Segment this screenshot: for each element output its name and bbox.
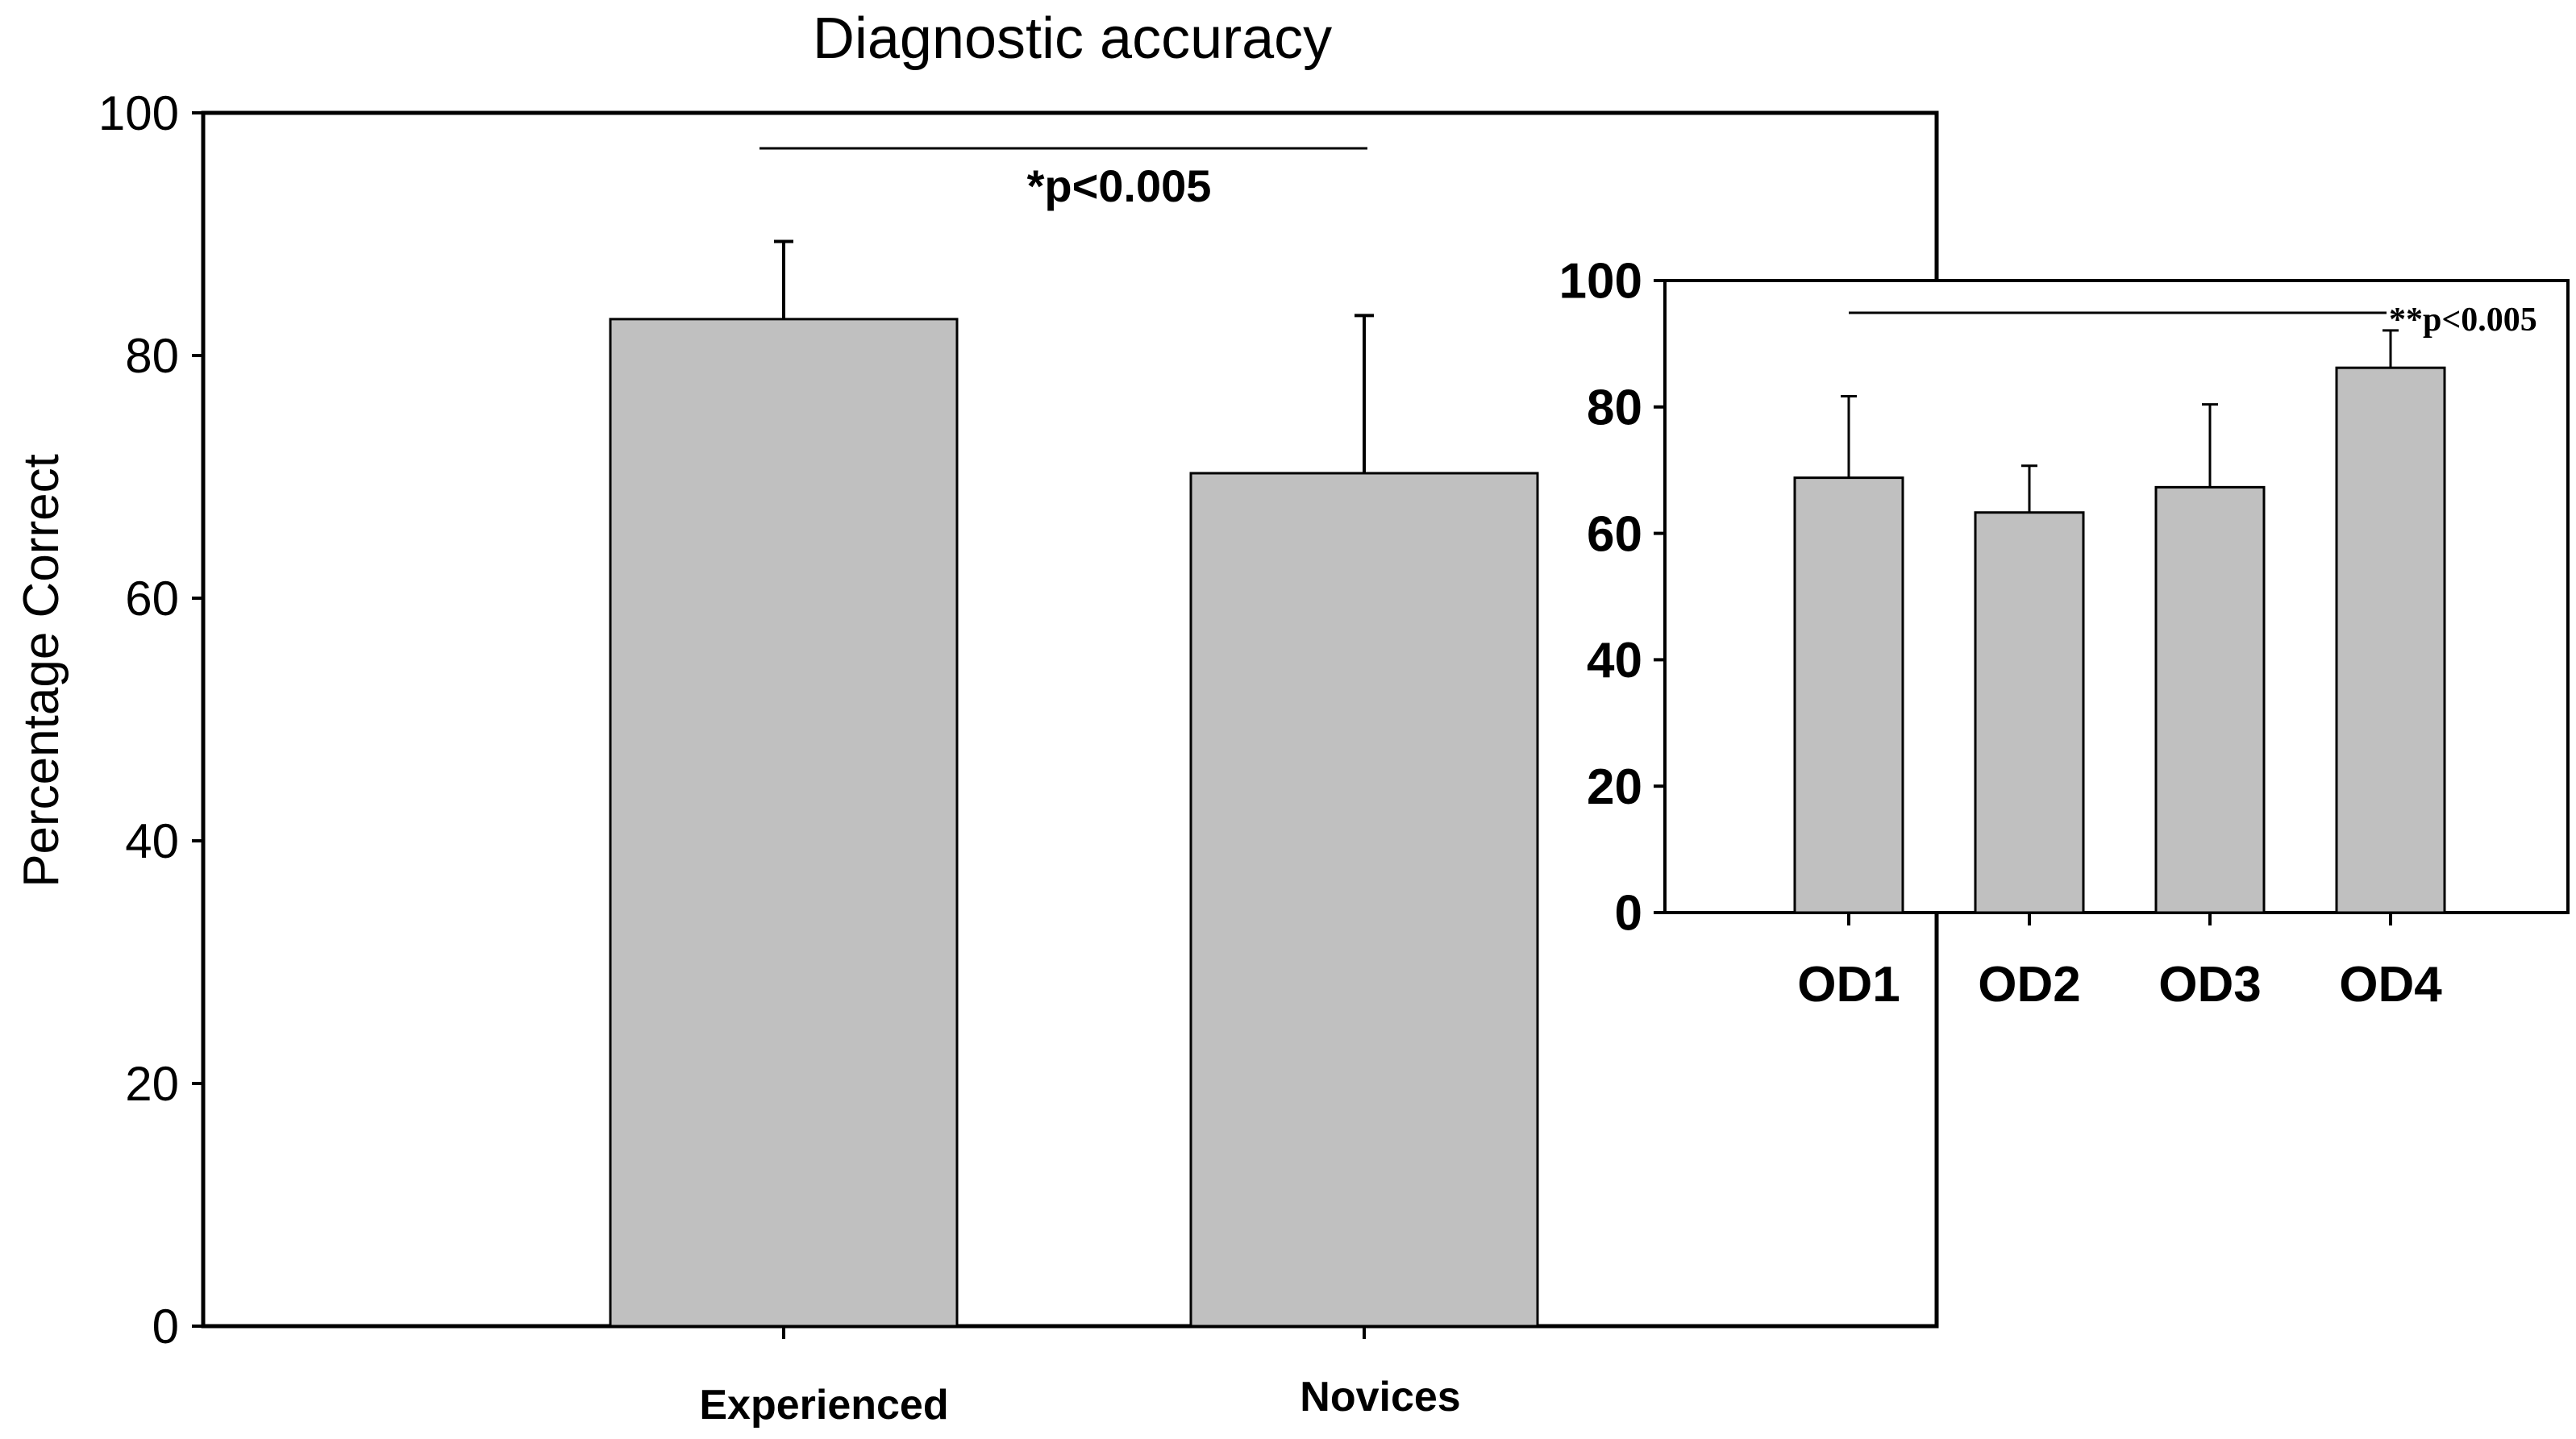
main-y-tick-label: 100	[98, 86, 179, 140]
main-bar-experienced	[609, 318, 959, 1328]
inset-y-tick-label: 0	[1615, 886, 1642, 942]
inset-y-tick-label: 20	[1587, 759, 1642, 815]
inset-y-ticks: 0 20 40 60 80 100	[1559, 254, 1665, 942]
main-y-tick-label: 0	[152, 1300, 179, 1354]
inset-y-tick-label: 100	[1559, 254, 1642, 310]
inset-bar-od3	[2154, 485, 2266, 914]
main-y-ticks: 0 20 40 60 80 100	[98, 86, 203, 1354]
main-y-tick-label: 20	[125, 1057, 179, 1111]
inset-bar-od2	[1974, 511, 2085, 914]
inset-plot-frame	[1663, 279, 2570, 914]
inset-y-tick-label: 80	[1587, 381, 1642, 436]
inset-x-tick-label: OD3	[2158, 957, 2261, 1013]
main-y-tick-label: 40	[125, 814, 179, 868]
inset-y-tick-label: 40	[1587, 633, 1642, 688]
inset-x-tick-label: OD4	[2339, 957, 2442, 1013]
inset-chart: 0 20 40 60 80 100 OD1 OD2 OD3 OD4 **p<0.005	[1559, 254, 2570, 1013]
main-chart: Diagnostic accuracy Percentage Correct 0…	[14, 6, 1939, 1429]
main-y-tick-label: 80	[125, 329, 179, 383]
main-chart-title: Diagnostic accuracy	[813, 6, 1332, 71]
inset-x-tick-label: OD2	[1978, 957, 2080, 1013]
inset-y-tick-label: 60	[1587, 506, 1642, 562]
main-x-tick-label: Experienced	[699, 1382, 948, 1429]
inset-x-tick-label: OD1	[1797, 957, 1900, 1013]
inset-bars	[1793, 329, 2446, 914]
main-bars	[609, 239, 1539, 1328]
inset-x-ticks: OD1 OD2 OD3 OD4	[1797, 913, 2442, 1013]
main-y-axis-label: Percentage Correct	[14, 454, 69, 888]
main-x-tick-label: Novices	[1300, 1374, 1460, 1420]
inset-bar-od1	[1793, 476, 1904, 914]
main-bar-novices	[1189, 472, 1539, 1328]
main-x-ticks: Experienced Novices	[699, 1326, 1461, 1429]
inset-bar-od4	[2335, 366, 2446, 914]
inset-significance-label: **p<0.005	[2389, 302, 2537, 339]
main-significance-label: *p<0.005	[1027, 160, 1212, 211]
main-y-tick-label: 60	[125, 572, 179, 626]
